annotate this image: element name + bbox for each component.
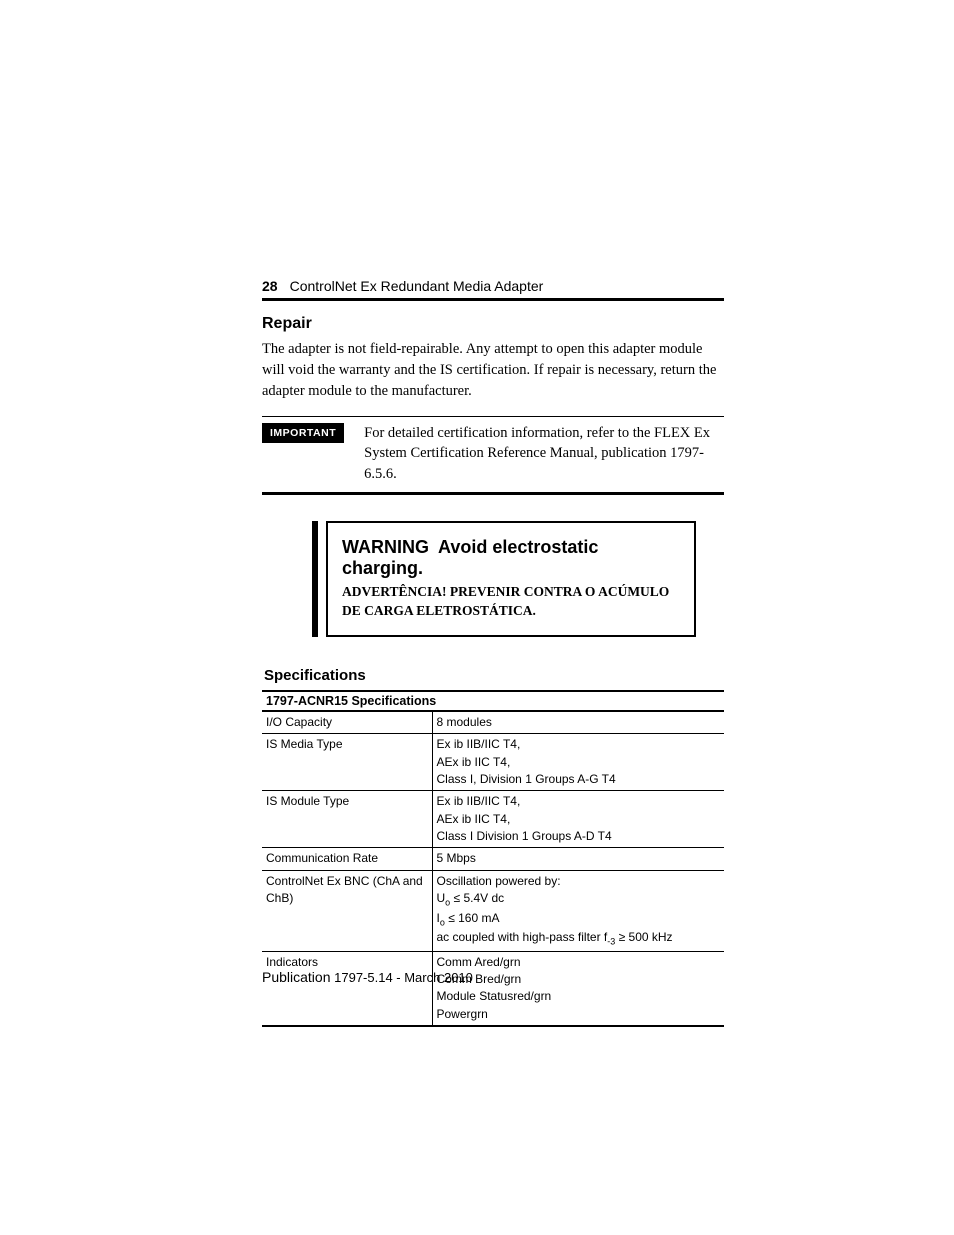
spec-value: Comm Ared/grnComm Bred/grnModule Statusr… xyxy=(432,951,724,1026)
doc-title: ControlNet Ex Redundant Media Adapter xyxy=(290,278,544,294)
important-callout: IMPORTANT For detailed certification inf… xyxy=(262,416,724,495)
page: 28 ControlNet Ex Redundant Media Adapter… xyxy=(0,0,954,1235)
important-badge: IMPORTANT xyxy=(262,423,344,443)
table-row: ControlNet Ex BNC (ChA and ChB)Oscillati… xyxy=(262,870,724,951)
spec-label: Communication Rate xyxy=(262,848,432,870)
page-number: 28 xyxy=(262,278,278,294)
warning-sub-label: ADVERTÊNCIA! xyxy=(342,584,447,599)
section-heading-specs: Specifications xyxy=(264,667,724,684)
spec-value: 5 Mbps xyxy=(432,848,724,870)
spec-value: Oscillation powered by:Uo ≤ 5.4V dcIo ≤ … xyxy=(432,870,724,951)
warning-callout: WARNING Avoid electrostatic charging. AD… xyxy=(312,521,724,637)
section-heading-repair: Repair xyxy=(262,315,724,333)
specs-table-title: 1797-ACNR15 Specifications xyxy=(262,691,724,711)
warning-line-en: WARNING Avoid electrostatic charging. xyxy=(342,537,680,579)
repair-paragraph: The adapter is not field-repairable. Any… xyxy=(262,339,724,402)
spec-label: Indicators xyxy=(262,951,432,1026)
footer: Publication 1797-5.14 - March 2010 xyxy=(262,969,473,985)
running-header: 28 ControlNet Ex Redundant Media Adapter xyxy=(262,278,724,294)
header-rule xyxy=(262,298,724,301)
spec-label: ControlNet Ex BNC (ChA and ChB) xyxy=(262,870,432,951)
table-row: IndicatorsComm Ared/grnComm Bred/grnModu… xyxy=(262,951,724,1026)
table-row: I/O Capacity8 modules xyxy=(262,711,724,734)
warning-label: WARNING xyxy=(342,537,429,557)
spec-label: IS Media Type xyxy=(262,734,432,791)
warning-line-pt: ADVERTÊNCIA! PREVENIR CONTRA O ACÚMULO D… xyxy=(342,583,680,621)
table-row: IS Media TypeEx ib IIB/IIC T4,AEx ib IIC… xyxy=(262,734,724,791)
table-row: IS Module TypeEx ib IIB/IIC T4,AEx ib II… xyxy=(262,791,724,848)
spec-label: IS Module Type xyxy=(262,791,432,848)
warning-accent-bar xyxy=(312,521,318,637)
important-text: For detailed certification information, … xyxy=(364,423,724,484)
warning-box: WARNING Avoid electrostatic charging. AD… xyxy=(326,521,696,637)
spec-value: 8 modules xyxy=(432,711,724,734)
footer-pub-value: 1797-5.14 - March 2010 xyxy=(334,970,473,985)
spec-value: Ex ib IIB/IIC T4,AEx ib IIC T4,Class I, … xyxy=(432,734,724,791)
spec-label: I/O Capacity xyxy=(262,711,432,734)
footer-pub-label: Publication xyxy=(262,969,331,985)
spec-value: Ex ib IIB/IIC T4,AEx ib IIC T4,Class I D… xyxy=(432,791,724,848)
table-row: Communication Rate5 Mbps xyxy=(262,848,724,870)
